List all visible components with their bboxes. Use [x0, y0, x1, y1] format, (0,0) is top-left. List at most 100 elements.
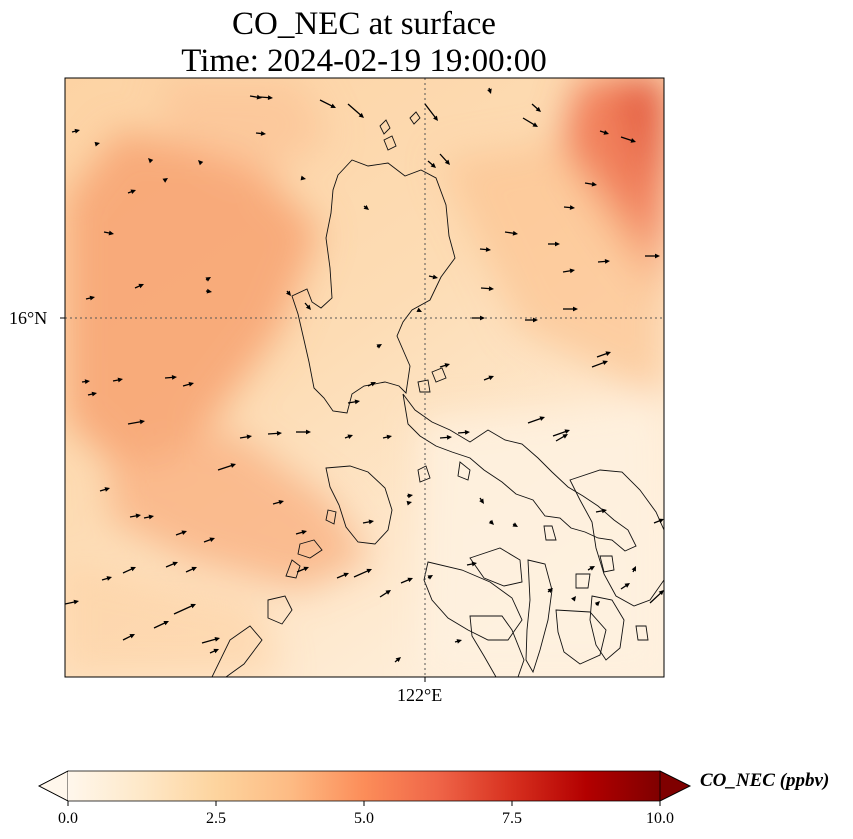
- wind-vector-head: [267, 95, 273, 101]
- wind-vector-shaft: [201, 638, 218, 644]
- colorbar-extend-max: [659, 770, 691, 802]
- wind-vector-head: [564, 429, 570, 434]
- wind-vector-head: [84, 379, 90, 385]
- wind-vector-shaft: [153, 621, 167, 629]
- wind-vector-head: [163, 620, 169, 626]
- wind-vector-head: [539, 416, 545, 421]
- wind-vector-shaft: [173, 604, 194, 615]
- longitude-label: 122°E: [397, 685, 443, 705]
- wind-vector-head: [485, 247, 491, 252]
- title-line-1: CO_NEC at surface: [232, 6, 496, 42]
- wind-vector-head: [104, 487, 110, 492]
- wind-vector-head: [605, 351, 611, 356]
- latitude-label: 16°N: [9, 308, 48, 328]
- wind-vector-head: [456, 639, 462, 644]
- wind-vector-head: [74, 128, 80, 134]
- wind-vector-head: [416, 307, 422, 312]
- wind-vector-head: [139, 419, 145, 425]
- wind-vector-head: [363, 205, 369, 210]
- wind-vector-head: [444, 363, 450, 368]
- wind-vector-head: [366, 568, 372, 574]
- wind-vector-head: [130, 189, 136, 195]
- wind-vector-head: [209, 537, 215, 542]
- wind-vector-head: [601, 508, 607, 514]
- wind-vector-head: [547, 588, 553, 593]
- wind-vector-head: [535, 106, 541, 112]
- wind-vector-head: [190, 603, 196, 609]
- wind-vector-head: [214, 637, 220, 642]
- wind-vector-head: [129, 634, 135, 639]
- wind-vector-head: [444, 159, 450, 165]
- wind-vector-head: [386, 434, 392, 440]
- wind-vector-head: [89, 295, 95, 301]
- wind-vector-head: [487, 88, 492, 94]
- wind-vector-shaft: [620, 136, 634, 142]
- colorbar-tick-label: 2.5: [206, 810, 226, 827]
- wind-vector-head: [655, 253, 660, 259]
- colorbar-title: CO_NEC (ppbv): [700, 770, 830, 791]
- map-frame: [64, 77, 665, 678]
- wind-vector-head: [148, 158, 154, 164]
- wind-vector-head: [260, 131, 266, 136]
- colorbar-extend-min: [38, 770, 69, 802]
- co-field: [65, 78, 664, 677]
- wind-vector-shaft: [319, 99, 334, 108]
- wind-vector-head: [464, 430, 470, 435]
- wind-vector-head: [358, 112, 364, 118]
- wind-vector-head: [172, 561, 178, 567]
- wind-vector-head: [555, 241, 560, 247]
- wind-vector-head: [427, 575, 433, 580]
- wind-vector-head: [108, 230, 114, 236]
- colorbar-ticks: [67, 801, 661, 806]
- wind-vector-head: [658, 518, 664, 524]
- wind-vector-head: [330, 103, 336, 108]
- wind-vector-head: [631, 566, 636, 572]
- wind-vector-head: [471, 561, 477, 567]
- wind-vector-head: [278, 500, 284, 505]
- wind-vector-shaft: [353, 569, 370, 578]
- wind-vector-head: [354, 399, 360, 405]
- wind-vector-head: [407, 493, 413, 499]
- wind-vectors: [65, 87, 664, 663]
- wind-vector-head: [395, 657, 401, 663]
- wind-vector-head: [562, 434, 568, 439]
- wind-vector-head: [213, 648, 219, 654]
- wind-vector-head: [306, 429, 311, 435]
- wind-vector-head: [206, 288, 212, 294]
- wind-vector-head: [480, 315, 485, 321]
- wind-vector-head: [256, 94, 262, 100]
- wind-vector-head: [301, 530, 307, 535]
- wind-vector-shaft: [424, 103, 437, 120]
- wind-vector-shaft: [217, 464, 234, 471]
- wind-vector-head: [630, 138, 636, 143]
- wind-vector-head: [305, 304, 311, 310]
- wind-vector-head: [385, 590, 391, 595]
- wind-vector-head: [430, 162, 436, 168]
- wind-vector-head: [571, 596, 576, 602]
- wind-vector-head: [276, 430, 282, 436]
- colorbar-tick-label: 5.0: [354, 810, 374, 827]
- wind-vector-head: [73, 599, 79, 605]
- wind-vector-head: [624, 583, 630, 588]
- wind-vector-shaft: [127, 420, 143, 425]
- wind-vector-head: [171, 375, 177, 380]
- wind-vector-shaft: [522, 117, 536, 127]
- wind-vector-head: [589, 566, 595, 571]
- wind-vector-head: [658, 590, 664, 596]
- wind-vector-head: [246, 434, 252, 440]
- wind-vector-head: [148, 514, 154, 520]
- wind-vector-head: [376, 344, 382, 349]
- wind-vector-head: [370, 382, 376, 387]
- wind-vector-head: [406, 500, 412, 506]
- wind-vector-head: [130, 566, 136, 572]
- wind-vector-head: [432, 274, 438, 280]
- wind-vector-head: [188, 382, 194, 387]
- wind-vector-head: [198, 160, 204, 166]
- wind-vector-shaft: [649, 591, 663, 604]
- colorbar-tick-label: 7.5: [502, 810, 522, 827]
- wind-vector-head: [602, 360, 608, 366]
- wind-vector-head: [106, 576, 112, 581]
- coastlines: [211, 111, 664, 677]
